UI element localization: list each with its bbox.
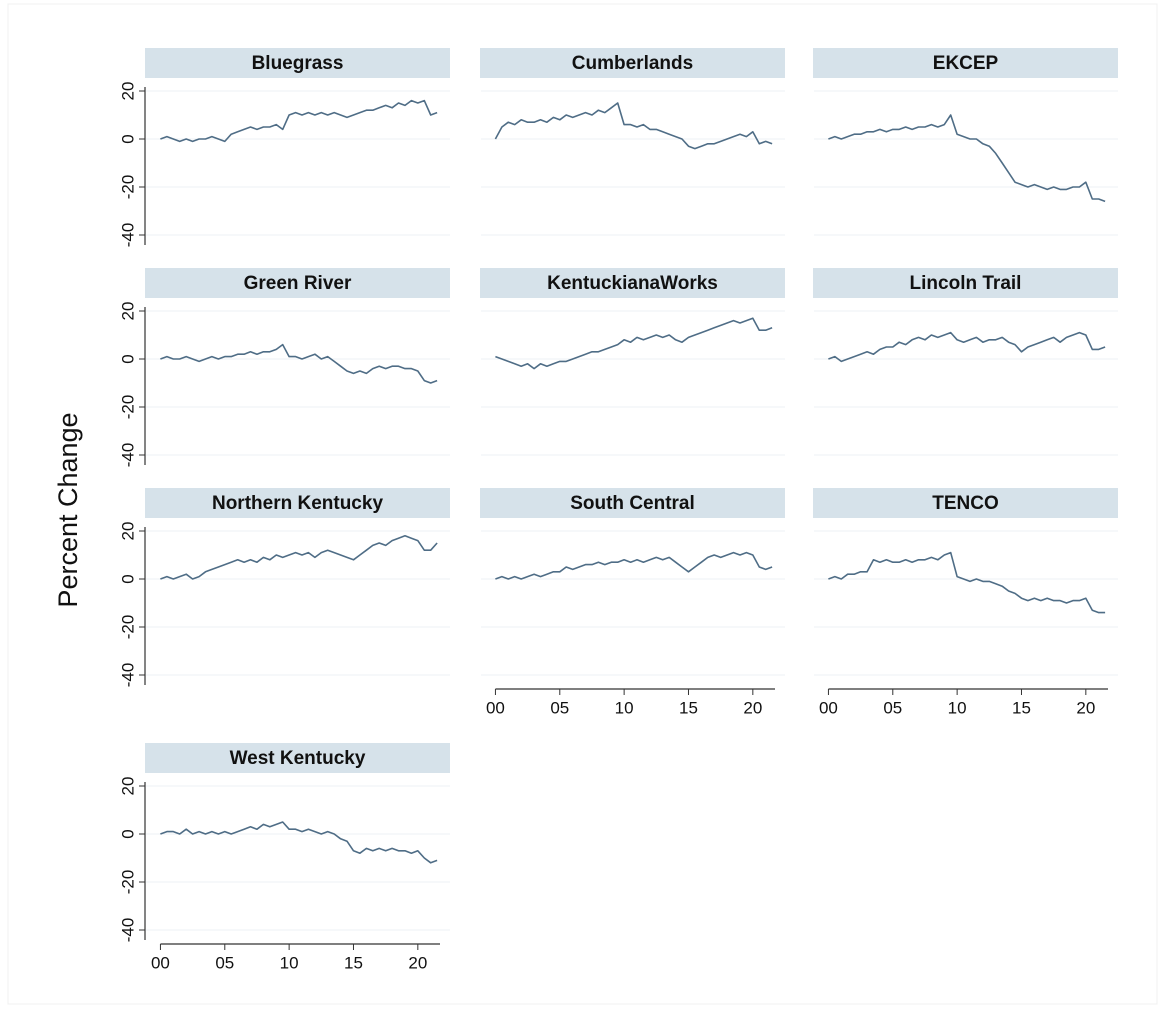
x-tick-label: 05 <box>883 698 902 717</box>
data-line <box>495 551 773 580</box>
panel-strip <box>145 268 450 298</box>
data-line <box>828 114 1106 203</box>
panel-title: Cumberlands <box>572 53 693 74</box>
data-line <box>828 331 1106 363</box>
y-tick-label: 0 <box>118 134 137 143</box>
y-tick-label: 0 <box>118 829 137 838</box>
x-tick-label: 15 <box>344 953 363 972</box>
panel-title: Northern Kentucky <box>212 493 383 514</box>
x-tick-label: 05 <box>550 698 569 717</box>
panel-strip <box>145 488 450 518</box>
panel-strip <box>813 48 1118 78</box>
x-tick-label: 00 <box>819 698 838 717</box>
y-tick-label: 20 <box>118 82 137 101</box>
y-tick-label: -40 <box>118 663 137 688</box>
y-tick-label: -20 <box>118 870 137 895</box>
panel-title: South Central <box>570 493 695 514</box>
y-tick-label: -40 <box>118 918 137 943</box>
x-tick-label: 20 <box>743 698 762 717</box>
y-tick-label: 20 <box>118 522 137 541</box>
x-tick-label: 05 <box>215 953 234 972</box>
data-line <box>494 102 773 150</box>
y-tick-label: -20 <box>118 615 137 640</box>
panel-strip <box>813 268 1118 298</box>
y-tick-label: 20 <box>118 302 137 321</box>
data-line <box>160 535 438 580</box>
x-tick-label: 15 <box>1012 698 1031 717</box>
panel-strip <box>145 743 450 773</box>
y-tick-label: -20 <box>118 395 137 420</box>
x-tick-label: 10 <box>948 698 967 717</box>
data-line <box>495 317 773 370</box>
panel-strip <box>480 48 785 78</box>
x-tick-label: 15 <box>679 698 698 717</box>
x-tick-label: 00 <box>486 698 505 717</box>
data-line <box>160 99 438 143</box>
x-tick-label: 00 <box>151 953 170 972</box>
y-tick-label: -40 <box>118 223 137 248</box>
panel-title: KentuckianaWorks <box>547 273 718 294</box>
x-tick-label: 10 <box>280 953 299 972</box>
y-tick-label: -20 <box>118 175 137 200</box>
panel-title: EKCEP <box>933 53 999 74</box>
y-tick-label: 0 <box>118 354 137 363</box>
panel-strip <box>813 488 1118 518</box>
x-tick-label: 10 <box>615 698 634 717</box>
y-tick-label: 0 <box>118 574 137 583</box>
panel-title: TENCO <box>932 493 999 514</box>
x-tick-label: 20 <box>408 953 427 972</box>
panel-title: Green River <box>244 273 352 294</box>
y-axis-label: Percent Change <box>53 412 83 607</box>
x-tick-label: 20 <box>1076 698 1095 717</box>
panel-strip <box>480 268 785 298</box>
data-line <box>160 343 438 384</box>
y-tick-label: -40 <box>118 443 137 468</box>
panel-title: Lincoln Trail <box>910 273 1022 294</box>
data-line <box>160 821 438 864</box>
panel-title: West Kentucky <box>230 748 366 769</box>
data-line <box>828 551 1106 614</box>
panel-title: Bluegrass <box>252 53 344 74</box>
panel-strip <box>480 488 785 518</box>
panel-strip <box>145 48 450 78</box>
y-tick-label: 20 <box>118 777 137 796</box>
